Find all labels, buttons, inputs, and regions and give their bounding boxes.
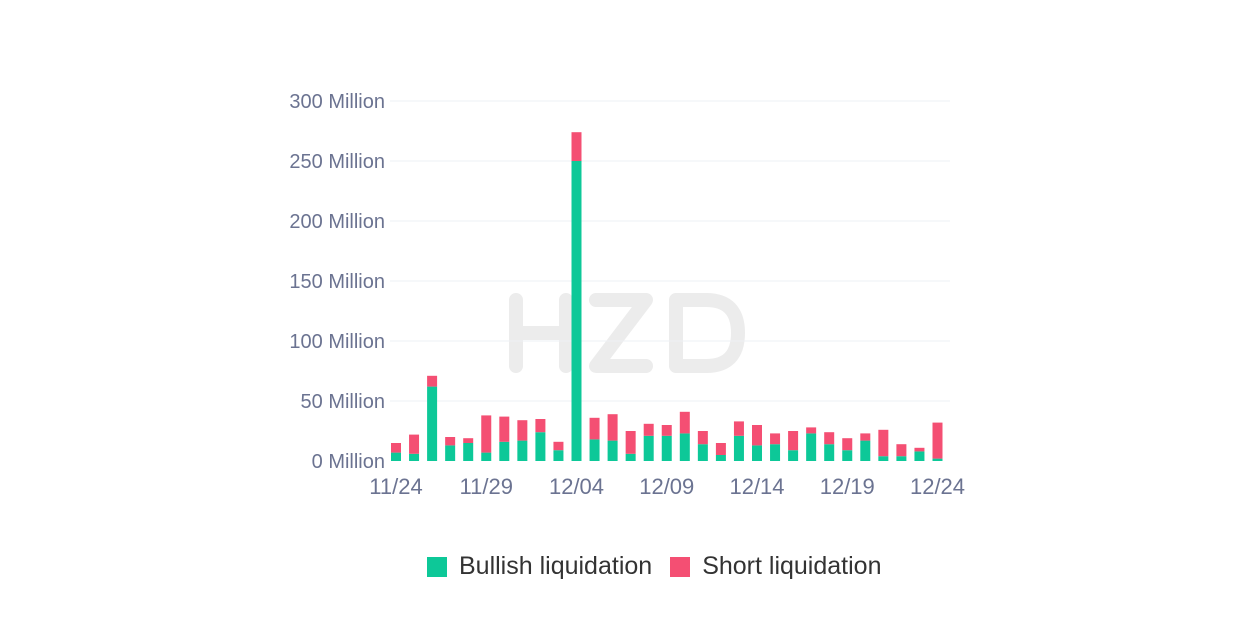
bar-bullish[interactable] [914,451,925,461]
x-tick-label: 11/24 [369,474,422,499]
bar-bullish[interactable] [679,433,690,461]
bar-bullish[interactable] [481,452,492,461]
bar-bullish[interactable] [625,453,636,461]
bar-short[interactable] [932,422,943,459]
bar-bullish[interactable] [806,433,817,461]
bar-bullish[interactable] [824,444,835,461]
bar-bullish[interactable] [463,443,474,461]
bar-short[interactable] [553,441,564,451]
bar-short[interactable] [499,416,510,442]
bar-short[interactable] [860,433,871,441]
bar-short[interactable] [445,437,456,446]
x-tick-label: 12/14 [729,474,784,499]
bar-bullish[interactable] [788,450,799,461]
bar-short[interactable] [842,438,853,451]
bar-short[interactable] [607,414,618,441]
y-tick-label: 300 Million [289,91,385,113]
bar-short[interactable] [806,427,817,434]
x-tick-label: 12/19 [820,474,875,499]
legend-swatch-bullish [427,556,447,577]
watermark-h [509,293,573,373]
bar-short[interactable] [427,375,438,387]
bar-short[interactable] [643,423,654,436]
bar-bullish[interactable] [517,440,528,461]
watermark-logo [509,293,745,373]
bar-bullish[interactable] [499,441,510,461]
bar-short[interactable] [571,132,582,161]
bar-short[interactable] [517,420,528,441]
bar-bullish[interactable] [391,452,401,461]
legend-item-short[interactable]: Short liquidation [670,552,881,581]
bar-bullish[interactable] [715,455,726,461]
watermark-z [589,293,653,373]
legend-label-bullish: Bullish liquidation [459,552,653,580]
watermark-d [669,293,745,373]
y-tick-label: 0 Million [312,451,385,473]
bar-bullish[interactable] [571,161,582,461]
bar-bullish[interactable] [932,458,943,461]
bar-short[interactable] [481,415,492,453]
bar-bullish[interactable] [553,450,564,461]
y-tick-label: 100 Million [289,331,385,353]
bar-short[interactable] [878,429,889,457]
bar-short[interactable] [661,425,672,436]
bar-short[interactable] [715,443,726,455]
bar-bullish[interactable] [896,456,907,461]
bars [391,132,943,461]
bar-short[interactable] [770,433,781,445]
bar-bullish[interactable] [860,440,871,461]
bar-bullish[interactable] [752,445,762,461]
y-tick-label: 250 Million [289,151,385,173]
bar-short[interactable] [625,431,636,454]
x-tick-label: 12/24 [910,474,965,499]
bar-short[interactable] [914,447,925,452]
bar-short[interactable] [589,417,600,440]
bar-bullish[interactable] [427,386,438,461]
bar-short[interactable] [824,432,835,445]
x-tick-label: 11/29 [460,474,513,499]
bar-bullish[interactable] [661,435,672,461]
bar-bullish[interactable] [697,444,708,461]
x-axis-ticks: 11/24 11/29 12/04 12/09 12/14 12/19 12/24 [369,474,965,499]
y-tick-label: 50 Million [301,391,385,413]
x-tick-label: 12/04 [549,474,604,499]
legend-swatch-short [670,556,691,577]
bar-short[interactable] [391,443,401,453]
bar-bullish[interactable] [643,435,654,461]
bar-short[interactable] [788,431,799,451]
legend-item-bullish[interactable]: Bullish liquidation [427,552,652,581]
bar-bullish[interactable] [535,432,546,461]
bar-short[interactable] [752,425,762,446]
bar-short[interactable] [896,444,907,457]
y-axis-ticks: 0 Million 50 Million 100 Million 150 Millio… [289,91,385,473]
bar-short[interactable] [409,434,420,454]
bar-short[interactable] [733,421,744,436]
bar-short[interactable] [463,438,474,443]
bar-short[interactable] [679,411,690,434]
bar-bullish[interactable] [878,456,889,461]
legend: Bullish liquidation Short liquidation [427,552,899,581]
bar-bullish[interactable] [770,444,781,461]
bar-bullish[interactable] [733,435,744,461]
x-tick-label: 12/09 [639,474,694,499]
bar-bullish[interactable] [607,440,618,461]
gridlines [390,100,950,402]
bar-bullish[interactable] [842,450,853,461]
y-tick-label: 150 Million [289,271,385,293]
bar-bullish[interactable] [589,439,600,461]
legend-label-short: Short liquidation [702,552,882,580]
y-tick-label: 200 Million [289,211,385,233]
bar-bullish[interactable] [409,453,420,461]
bar-short[interactable] [535,419,546,433]
bar-bullish[interactable] [445,445,456,461]
bar-short[interactable] [697,431,708,445]
